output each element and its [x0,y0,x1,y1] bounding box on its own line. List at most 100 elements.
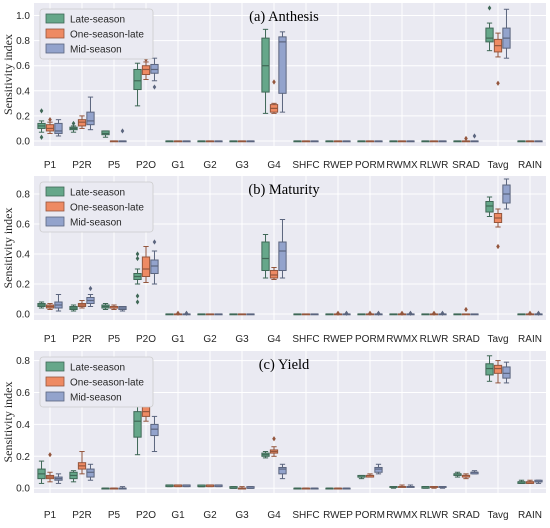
x-tick-label: G3 [235,160,249,171]
box-RLWR [438,486,447,489]
y-tick-label: 0.0 [16,136,30,147]
box-P2O [133,62,142,107]
box-P2O [133,251,142,305]
x-tick-label: PORM [355,160,385,171]
box-body [150,259,159,274]
box-G4 [261,234,270,279]
x-tick-label: P5 [108,510,121,521]
series-late-season [37,355,526,490]
box-RWEP [342,487,351,490]
box-P1 [54,473,63,484]
x-tick-label: P2R [72,510,91,521]
legend: Late-season One-season-late Mid-season [39,356,154,408]
box-PORM [374,463,383,475]
box-SRAD [453,471,462,478]
box-body [54,122,63,134]
outlier-point [272,79,276,85]
box-body [86,468,95,478]
box-P2R [77,300,87,309]
x-tick-label: P2O [136,334,156,345]
box-SRAD [461,306,471,316]
box-RWMX [397,140,407,143]
x-tick-label: SRAD [452,510,480,521]
box-G4 [269,436,279,457]
y-axis-label: Sensitivity index [1,34,15,115]
y-tick-label: 0.6 [16,61,30,72]
x-tick-label: G2 [203,334,217,345]
x-tick-label: RWEP [323,160,353,171]
outlier-point [135,255,140,262]
outlier-point [48,452,52,458]
x-tick-label: Tavg [487,160,508,171]
box-PORM [374,140,383,143]
box-Tavg [502,8,511,59]
x-tick-label: P2R [72,334,91,345]
x-tick-label: Tavg [487,510,508,521]
box-G1 [173,310,183,316]
box-G4 [269,79,279,114]
series-late-season [37,5,526,143]
y-tick-label: 0.2 [16,111,30,122]
legend-swatch [45,186,65,197]
outlier-point [344,310,349,316]
outlier-point [487,5,492,11]
box-P1 [54,119,63,137]
x-tick-label: SHFC [292,510,319,521]
x-tick-label: G3 [235,510,249,521]
x-tick-label: RLWR [420,334,449,345]
box-G1 [165,484,174,488]
y-tick-label: 0.4 [16,420,30,431]
box-body [150,63,159,74]
box-RWMX [389,486,398,489]
box-PORM [365,140,375,143]
series-late-season [37,196,526,316]
box-SRAD [453,313,462,316]
box-RLWR [429,310,439,316]
box-G2 [205,140,215,143]
legend-swatch [45,13,65,24]
box-P2R [86,96,95,131]
box-G2 [197,313,206,316]
series-one-season-late [45,208,535,316]
box-RAIN [517,313,526,316]
box-body [269,270,279,279]
outlier-point [368,310,372,316]
box-body [278,466,287,475]
outlier-point [39,134,44,140]
box-RWMX [406,484,415,488]
y-tick-label: 1.0 [16,11,30,22]
x-tick-label: RWMX [386,334,418,345]
x-tick-label: RWEP [323,334,353,345]
box-Tavg [485,196,494,217]
y-tick-label: 0.6 [16,388,30,399]
box-P2R [69,304,78,312]
box-P1 [37,460,46,484]
x-tick-label: P2R [72,160,91,171]
box-RLWR [421,313,430,316]
panel-title: (b) Maturity [248,182,320,198]
box-RWMX [397,484,407,488]
outlier-point [48,117,52,123]
x-tick-label: G1 [171,160,185,171]
x-tick-label: RLWR [420,510,449,521]
box-body [485,363,494,376]
x-tick-label: G4 [267,510,281,521]
box-RAIN [525,479,535,484]
outlier-point [88,285,93,292]
outlier-point [496,80,500,86]
box-RAIN [534,310,543,316]
x-tick-label: P2O [136,510,156,521]
legend: Late-season One-season-late Mid-season [39,181,154,233]
box-G2 [197,140,206,143]
box-P2R [86,285,95,307]
legend-swatch [45,43,65,54]
y-axis-label: Sensitivity index [1,208,15,289]
box-RAIN [517,140,526,143]
box-P2R [77,451,87,475]
outlier-point [408,310,413,316]
box-body [101,130,110,136]
y-tick-label: 0.8 [16,356,30,367]
box-G1 [165,140,174,143]
legend-label: One-season-late [70,203,144,214]
